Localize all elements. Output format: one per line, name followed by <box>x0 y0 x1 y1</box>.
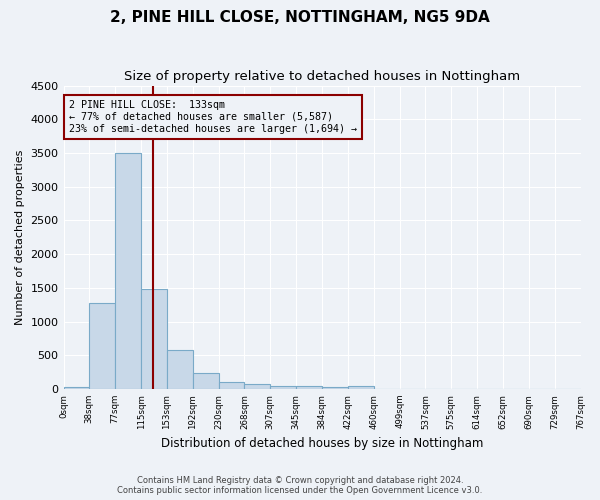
Bar <box>193 373 218 389</box>
Bar <box>167 350 193 389</box>
Title: Size of property relative to detached houses in Nottingham: Size of property relative to detached ho… <box>124 70 520 83</box>
Bar <box>296 386 322 389</box>
Bar <box>141 289 167 389</box>
X-axis label: Distribution of detached houses by size in Nottingham: Distribution of detached houses by size … <box>161 437 483 450</box>
Bar <box>64 387 89 389</box>
Text: Contains HM Land Registry data © Crown copyright and database right 2024.
Contai: Contains HM Land Registry data © Crown c… <box>118 476 482 495</box>
Bar <box>89 304 115 389</box>
Bar <box>244 384 271 389</box>
Bar <box>115 153 141 389</box>
Bar <box>322 386 348 389</box>
Bar <box>271 386 296 389</box>
Text: 2 PINE HILL CLOSE:  133sqm
← 77% of detached houses are smaller (5,587)
23% of s: 2 PINE HILL CLOSE: 133sqm ← 77% of detac… <box>69 100 357 134</box>
Y-axis label: Number of detached properties: Number of detached properties <box>15 150 25 325</box>
Bar <box>348 386 374 389</box>
Bar <box>218 382 244 389</box>
Text: 2, PINE HILL CLOSE, NOTTINGHAM, NG5 9DA: 2, PINE HILL CLOSE, NOTTINGHAM, NG5 9DA <box>110 10 490 25</box>
